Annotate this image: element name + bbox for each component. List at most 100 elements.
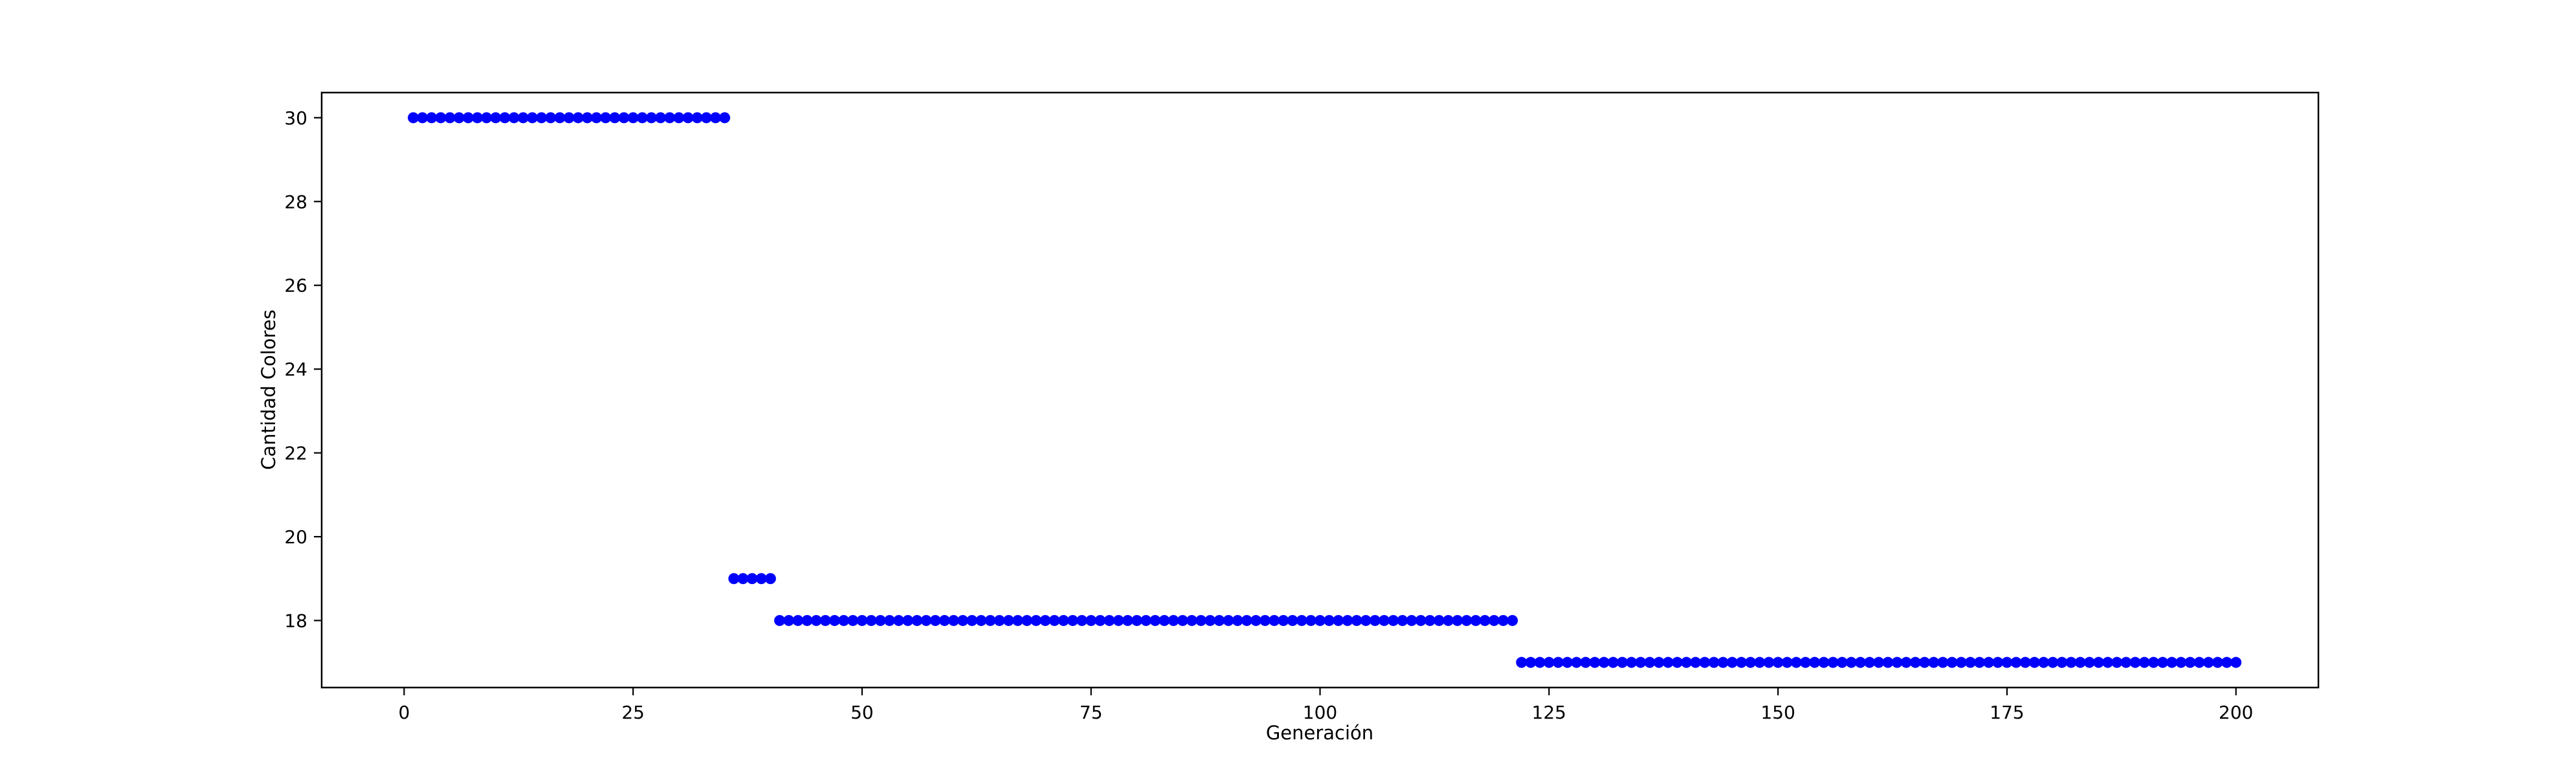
data-point xyxy=(1882,656,1894,668)
data-point xyxy=(801,614,813,626)
data-point xyxy=(1122,614,1133,626)
data-point xyxy=(1955,656,1967,668)
data-point xyxy=(1552,656,1564,668)
data-point xyxy=(1928,656,1940,668)
x-tick-label: 175 xyxy=(1990,702,2024,723)
data-point xyxy=(536,112,548,124)
y-tick-label: 26 xyxy=(284,275,307,297)
data-point xyxy=(1671,656,1683,668)
data-point xyxy=(1516,656,1527,668)
data-point xyxy=(682,112,694,124)
x-tick-label: 125 xyxy=(1532,702,1566,723)
data-point xyxy=(1571,656,1582,668)
data-point xyxy=(984,614,996,626)
data-point xyxy=(1543,656,1555,668)
data-point xyxy=(618,112,630,124)
x-tick-label: 75 xyxy=(1080,702,1103,723)
data-point xyxy=(517,112,529,124)
data-point xyxy=(1360,614,1371,626)
data-point xyxy=(1058,614,1069,626)
data-point xyxy=(1845,656,1857,668)
data-point xyxy=(2010,656,2022,668)
data-point xyxy=(2203,656,2214,668)
data-point xyxy=(1946,656,1958,668)
data-point xyxy=(728,573,740,585)
data-point xyxy=(1369,614,1381,626)
data-point xyxy=(1525,656,1537,668)
data-point xyxy=(2221,656,2232,668)
data-point xyxy=(1003,614,1014,626)
data-point xyxy=(1214,614,1225,626)
data-point xyxy=(1012,614,1023,626)
data-point xyxy=(1104,614,1115,626)
x-tick-label: 200 xyxy=(2219,702,2253,723)
data-point xyxy=(1818,656,1830,668)
data-point xyxy=(764,573,776,585)
y-axis-label: Cantidad Colores xyxy=(258,309,280,470)
data-point xyxy=(1607,656,1619,668)
data-point xyxy=(435,112,447,124)
data-point xyxy=(636,112,648,124)
data-point xyxy=(2129,656,2141,668)
data-point xyxy=(1333,614,1344,626)
data-point xyxy=(417,112,428,124)
data-point xyxy=(1305,614,1316,626)
data-point xyxy=(1076,614,1088,626)
data-point xyxy=(1617,656,1628,668)
data-point xyxy=(893,614,905,626)
data-point xyxy=(810,614,822,626)
data-point xyxy=(2056,656,2068,668)
data-point xyxy=(1854,656,1866,668)
data-point xyxy=(554,112,566,124)
data-point xyxy=(1918,656,1930,668)
data-point xyxy=(746,573,758,585)
y-tick-label: 18 xyxy=(284,610,307,631)
data-point xyxy=(994,614,1005,626)
data-point xyxy=(1909,656,1921,668)
data-point xyxy=(1049,614,1060,626)
data-point xyxy=(1992,656,2004,668)
y-tick-label: 20 xyxy=(284,526,307,548)
data-point xyxy=(1039,614,1051,626)
data-point xyxy=(1406,614,1417,626)
data-point xyxy=(600,112,612,124)
data-point xyxy=(2001,656,2013,668)
data-point xyxy=(847,614,859,626)
data-point xyxy=(1580,656,1592,668)
data-point xyxy=(1140,614,1152,626)
data-point xyxy=(1324,614,1335,626)
data-point xyxy=(1983,656,1995,668)
data-point xyxy=(508,112,520,124)
data-point xyxy=(1717,656,1729,668)
data-point xyxy=(975,614,987,626)
data-point xyxy=(2028,656,2040,668)
data-point xyxy=(591,112,603,124)
y-tick-label: 30 xyxy=(284,107,307,129)
data-point xyxy=(1397,614,1408,626)
data-point xyxy=(911,614,923,626)
data-point xyxy=(664,112,676,124)
data-point xyxy=(1562,656,1573,668)
data-point xyxy=(1342,614,1353,626)
data-point xyxy=(719,112,731,124)
data-point xyxy=(453,112,465,124)
x-tick-label: 0 xyxy=(398,702,410,723)
data-point xyxy=(1278,614,1289,626)
data-point xyxy=(1937,656,1949,668)
data-point xyxy=(2120,656,2132,668)
data-point xyxy=(627,112,639,124)
data-point xyxy=(710,112,722,124)
data-point xyxy=(563,112,575,124)
data-point xyxy=(1891,656,1903,668)
data-point xyxy=(481,112,493,124)
data-point xyxy=(1662,656,1674,668)
data-point xyxy=(838,614,850,626)
data-point xyxy=(1745,656,1757,668)
data-point xyxy=(1424,614,1436,626)
x-axis-label: Generación xyxy=(1266,722,1373,744)
data-point xyxy=(774,614,786,626)
data-point xyxy=(1790,656,1802,668)
data-point xyxy=(1653,656,1665,668)
data-point xyxy=(2065,656,2077,668)
